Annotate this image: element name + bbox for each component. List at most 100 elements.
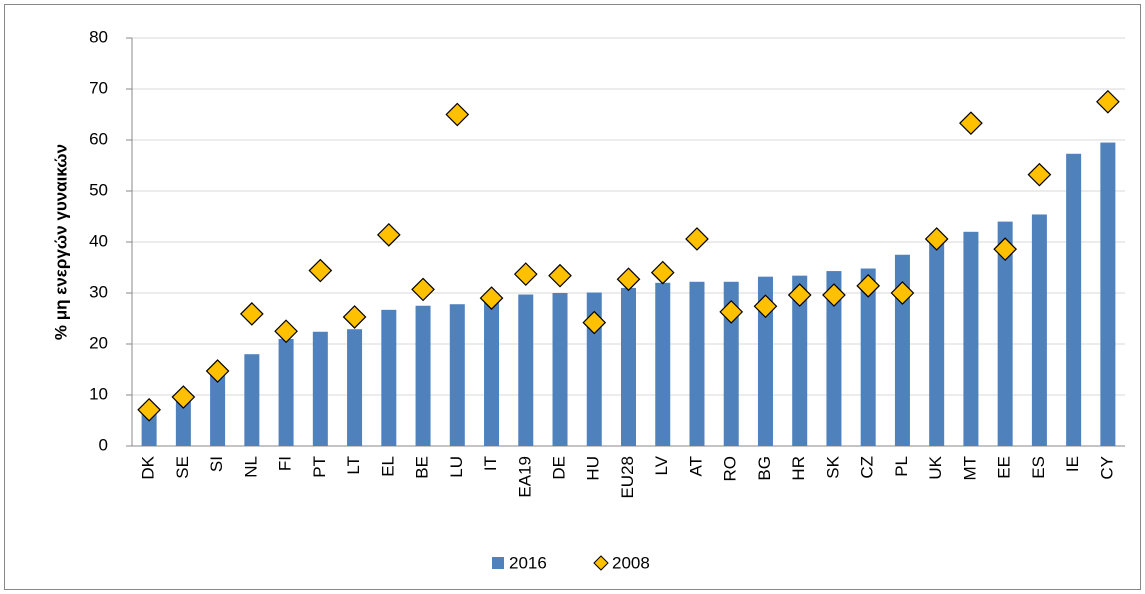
marker (650, 260, 675, 285)
marker (582, 310, 607, 335)
bar (175, 395, 191, 446)
marker (513, 262, 538, 286)
bar (894, 254, 910, 446)
y-tick-label: 40 (89, 231, 108, 250)
bar (552, 293, 568, 446)
marker (719, 300, 744, 324)
marker (856, 274, 881, 298)
x-tick-label: FI (276, 456, 295, 471)
bar (381, 309, 397, 446)
x-tick-label: RO (721, 456, 740, 482)
marker (239, 302, 264, 326)
x-tick-label: HR (789, 456, 808, 481)
marker (548, 263, 572, 288)
marker (308, 258, 333, 283)
marker (1096, 89, 1120, 114)
x-tick-label: IE (1063, 456, 1082, 472)
y-axis-label: % μη ενεργών γυναικών (51, 144, 70, 340)
bar (518, 294, 534, 446)
legend-label: 2008 (612, 553, 650, 572)
bar (621, 287, 636, 446)
bar (449, 304, 465, 446)
marker (205, 359, 230, 383)
marker (959, 111, 983, 136)
bar (415, 305, 431, 446)
x-tick-label: BG (755, 456, 774, 481)
x-tick-label: AT (686, 456, 705, 476)
bar (997, 221, 1013, 446)
x-tick-label: IT (481, 456, 500, 471)
marker (685, 227, 709, 251)
y-tick-label: 0 (99, 435, 108, 454)
x-tick-label: LT (344, 456, 363, 475)
marker (342, 305, 367, 329)
marker (479, 286, 504, 310)
x-tick-label: LV (652, 455, 671, 475)
bar (1100, 142, 1116, 447)
x-tick-label: SE (173, 456, 192, 479)
bar (792, 275, 808, 446)
bar (278, 338, 294, 446)
x-tick-label: SI (207, 456, 226, 472)
y-tick-label: 60 (89, 129, 108, 148)
x-tick-label: SK (823, 455, 842, 478)
x-tick-label: ES (1029, 456, 1048, 479)
bar (860, 268, 876, 446)
marker (274, 319, 298, 344)
y-tick-label: 50 (89, 180, 108, 199)
x-tick-label: DK (139, 455, 158, 479)
x-tick-label: EE (995, 456, 1014, 479)
bar (312, 331, 328, 446)
bar (655, 282, 671, 446)
x-tick-label: CZ (858, 456, 877, 479)
x-tick-label: NL (241, 456, 260, 478)
marker (993, 237, 1018, 261)
bar (244, 354, 260, 446)
marker (616, 267, 641, 292)
legend-marker (492, 557, 504, 569)
marker (445, 102, 470, 127)
marker (890, 281, 915, 305)
x-tick-label: HU (584, 456, 603, 481)
y-tick-label: 10 (89, 384, 108, 403)
marker (753, 294, 778, 319)
y-tick-label: 70 (89, 78, 108, 97)
marker (411, 277, 435, 302)
x-tick-label: MT (960, 456, 979, 481)
x-tick-label: EA19 (515, 456, 534, 498)
x-tick-label: PL (892, 456, 911, 477)
x-tick-label: EL (378, 456, 397, 477)
bar (723, 281, 739, 446)
marker (137, 397, 161, 422)
marker (1027, 162, 1052, 187)
bar (963, 231, 979, 446)
marker (924, 227, 949, 251)
x-tick-label: BE (413, 456, 432, 479)
legend-marker (593, 555, 609, 571)
x-tick-label: CY (1097, 456, 1116, 480)
marker (787, 283, 812, 307)
x-tick-label: UK (926, 455, 945, 479)
x-tick-label: LU (447, 456, 466, 478)
bar (484, 298, 500, 446)
marker (376, 223, 401, 247)
bar (1066, 153, 1082, 446)
bar (689, 281, 705, 446)
legend-label: 2016 (509, 553, 547, 572)
y-tick-label: 20 (89, 333, 108, 352)
x-tick-label: DE (550, 456, 569, 480)
chart-border (4, 4, 1141, 590)
bar (1031, 214, 1047, 446)
bar (826, 271, 842, 446)
bar (757, 276, 773, 446)
y-tick-label: 30 (89, 282, 108, 301)
x-tick-label: EU28 (618, 456, 637, 499)
bar (929, 242, 945, 446)
marker (822, 283, 846, 307)
bar (586, 292, 602, 446)
bar (347, 329, 363, 446)
marker (171, 385, 196, 409)
bar (210, 375, 226, 446)
y-tick-label: 80 (89, 27, 108, 46)
